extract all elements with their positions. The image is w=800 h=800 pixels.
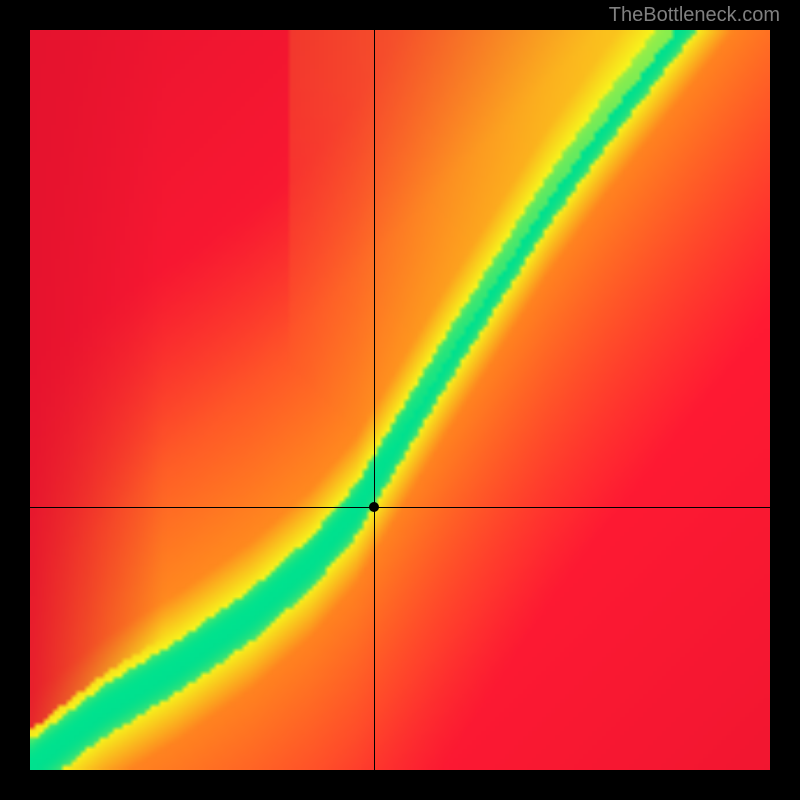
bottleneck-heatmap (30, 30, 770, 770)
crosshair-marker (369, 502, 379, 512)
crosshair-horizontal (30, 507, 770, 508)
watermark-text: TheBottleneck.com (609, 4, 780, 27)
heatmap-canvas (30, 30, 770, 770)
crosshair-vertical (374, 30, 375, 770)
